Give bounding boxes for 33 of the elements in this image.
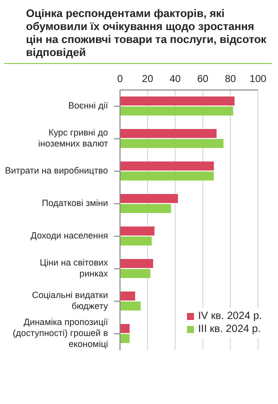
bar [120, 194, 178, 203]
bar [120, 162, 214, 170]
y-tick-label: Витрати на виробництво [4, 166, 108, 176]
bar [120, 302, 141, 310]
bar [120, 106, 234, 116]
bar [120, 129, 217, 138]
x-tick-label: 20 [142, 74, 154, 85]
bar [120, 172, 214, 180]
y-tick-label: Соціальні видатки бюджету [32, 290, 108, 312]
bar [120, 96, 235, 106]
y-tick-label: Ціни на світових ринках [40, 258, 108, 279]
bar [120, 324, 130, 333]
y-tick-label: Динаміка пропозиції (доступності) грошей в економіці [12, 317, 108, 350]
bar [120, 139, 224, 148]
y-tick-label: Податкові зміни [42, 198, 108, 208]
x-tick-label: 0 [117, 74, 124, 85]
y-tick-label: Доходи населення [30, 230, 108, 241]
legend-label: IV кв. 2024 р. [197, 310, 262, 323]
bar [120, 292, 136, 300]
bar [120, 236, 152, 246]
x-tick-label: 60 [197, 74, 209, 85]
chart-title: Оцінка респондентами факторів, які обумовили їх очікування щодо зростання цін на споживчі товари та послуги, відсоток відповідей [4, 8, 272, 64]
bar [120, 259, 154, 268]
legend-label: III кв. 2024 р. [197, 323, 262, 336]
x-tick-label: 80 [224, 74, 236, 85]
y-tick-label: Курс гривні до іноземних валют [38, 128, 108, 149]
bar [120, 226, 154, 236]
bar [120, 269, 150, 278]
x-tick-label: 40 [170, 74, 182, 85]
bar [120, 204, 172, 213]
y-tick-label: Воєнні дії [68, 100, 108, 111]
bar [120, 334, 130, 343]
x-tick-label: 100 [250, 74, 267, 85]
